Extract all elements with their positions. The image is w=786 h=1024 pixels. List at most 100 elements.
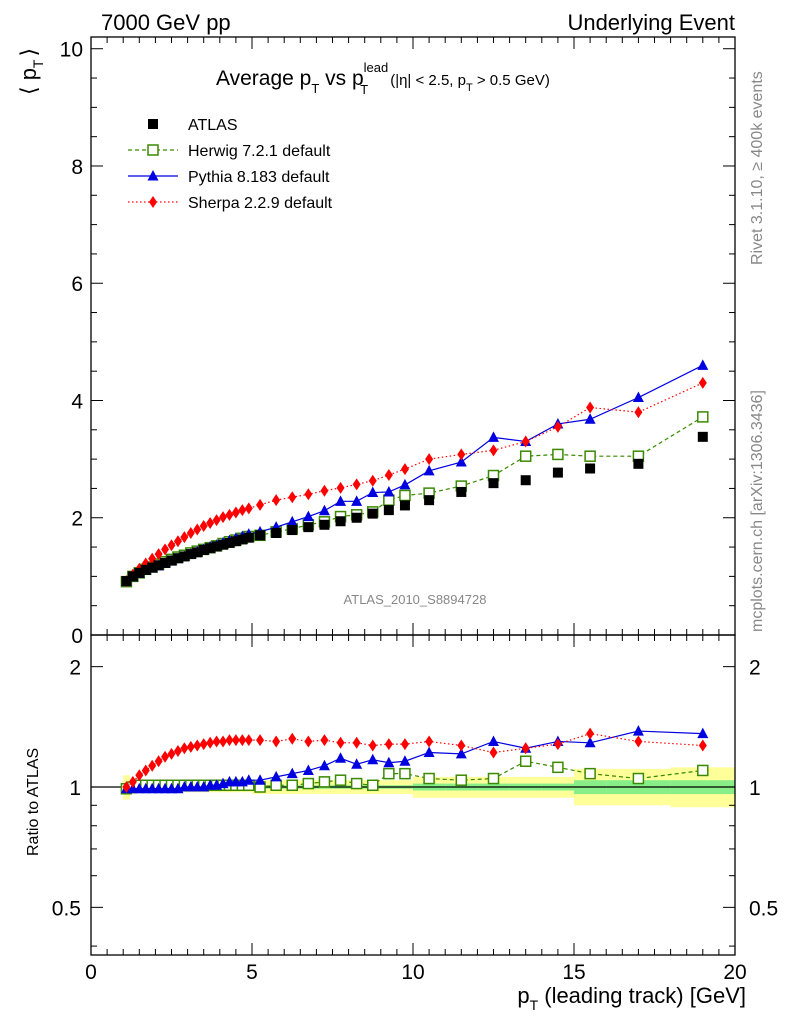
x-axis-label: pT (leading track) [GeV] (517, 983, 746, 1013)
x-tick-label: 15 (562, 961, 585, 984)
main-pythia-point (488, 431, 499, 442)
main-atlas-point (488, 478, 499, 489)
main-atlas-point (520, 475, 531, 486)
main-pythia-point (302, 510, 314, 522)
main-atlas-point (697, 431, 708, 442)
main-sherpa-point (489, 444, 498, 457)
x-tick-label: 20 (723, 961, 746, 984)
main-atlas-point (456, 486, 467, 497)
main-sherpa-point (336, 481, 345, 494)
legend-marker (147, 144, 159, 156)
main-sherpa-point (272, 494, 281, 507)
ratio-herwig-point (399, 767, 411, 780)
ratio-y-tick-label-right: 0.5 (749, 897, 778, 920)
ratio-pythia-point (632, 725, 644, 736)
main-herwig-point (383, 494, 395, 506)
main-pythia-point (367, 486, 379, 498)
main-pythia-point (423, 464, 435, 476)
ratio-herwig-point (552, 761, 564, 774)
title-vs: vs p (319, 67, 363, 90)
main-atlas-point (127, 571, 138, 582)
ratio-sherpa-point (457, 739, 466, 752)
ylabel-left: ⟨ p (16, 68, 41, 95)
ratio-y-tick-label: 1 (69, 777, 81, 800)
main-herwig-line (126, 416, 704, 583)
ratio-pythia-point (399, 755, 411, 766)
title-cond-sub: T (466, 82, 473, 94)
ratio-sherpa-point (199, 738, 208, 751)
main-sherpa-point (225, 508, 234, 521)
main-sherpa-point (238, 504, 247, 517)
main-atlas-point (140, 564, 151, 575)
header-right: Underlying Event (567, 10, 735, 35)
ratio-sherpa-point (219, 735, 228, 748)
main-y-tick-label: 10 (60, 39, 83, 62)
main-atlas-point (153, 560, 164, 571)
title-cond: (|η| < 2.5, p (390, 72, 466, 89)
ratio-sherpa-point (368, 739, 377, 752)
main-axes: 0 2 4 6 8 10 (60, 36, 736, 648)
legend-label: Pythia 8.183 default (188, 169, 330, 186)
legend-label: Sherpa 2.2.9 default (188, 195, 333, 212)
legend: ATLAS Herwig 7.2.1 default Pythia 8.183 de… (128, 117, 333, 212)
ratio-sherpa-point (122, 781, 131, 794)
ratio-sherpa-point (272, 735, 281, 748)
main-atlas-point (585, 463, 596, 474)
ratio-pythia-point (302, 764, 314, 775)
main-sherpa-point (425, 453, 434, 466)
ratio-pythia-point (318, 759, 330, 771)
main-atlas-point (243, 532, 254, 543)
ratio-sherpa-point (489, 746, 498, 759)
main-atlas-point (198, 544, 209, 555)
xlabel-p: p (517, 983, 529, 1008)
ratio-plot: 0.5 0.51 12 20 5 10 15 20 Ratio to ATLAS pT (le… (25, 634, 778, 1013)
ratio-herwig-point (367, 779, 379, 792)
ratio-sherpa-point (148, 759, 157, 772)
main-y-tick-label: 2 (71, 508, 83, 531)
mcplots-label: mcplots.cern.ch [arXiv:1306.3436] (749, 390, 766, 632)
ratio-pythia-point (584, 736, 596, 748)
main-sherpa-point (352, 478, 361, 491)
main-atlas-point (335, 516, 346, 527)
main-atlas-point (424, 495, 435, 506)
ratio-sherpa-point (400, 738, 409, 751)
ratio-sherpa-point (238, 734, 247, 747)
ratio-pythia-point (367, 753, 379, 765)
main-sherpa-point (193, 523, 202, 536)
main-sherpa-point (180, 531, 189, 544)
main-sherpa-point (320, 484, 329, 497)
ratio-sherpa-point (521, 742, 530, 755)
x-tick-label: 0 (85, 961, 97, 984)
ratio-y-tick-label: 0.5 (52, 897, 81, 920)
main-sherpa-point (698, 376, 707, 389)
main-herwig-point (552, 448, 564, 461)
ratio-sherpa-point (698, 739, 707, 752)
legend-marker (147, 170, 159, 181)
main-sherpa-point (199, 519, 208, 532)
ratio-sherpa-point (173, 745, 182, 758)
ratio-y-tick-label-right: 2 (749, 657, 761, 680)
main-pythia-point (286, 515, 298, 527)
main-atlas-point (237, 534, 248, 545)
main-sherpa-point (244, 502, 253, 515)
main-atlas-point (192, 547, 203, 558)
ratio-sherpa-point (193, 739, 202, 752)
ratio-herwig-point (487, 772, 500, 785)
rivet-version-label: Rivet 3.1.10, ≥ 400k events (749, 71, 766, 265)
ratio-herwig-point (697, 764, 709, 777)
legend-marker (149, 196, 157, 208)
main-atlas-point (633, 458, 644, 469)
x-tick-label: 5 (246, 961, 258, 984)
main-sherpa-point (288, 491, 297, 504)
main-atlas-point (552, 467, 563, 478)
ratio-sherpa-point (167, 747, 176, 760)
main-sherpa-point (186, 526, 195, 539)
main-sherpa-point (634, 406, 643, 419)
main-sherpa-point (457, 448, 466, 461)
main-atlas-point (218, 539, 229, 550)
ratio-pythia-point (243, 774, 255, 785)
ratio-sherpa-point (634, 735, 643, 748)
xlabel-sub: T (530, 997, 539, 1013)
main-sherpa-point (154, 548, 163, 561)
ratio-sherpa-point (212, 735, 221, 748)
